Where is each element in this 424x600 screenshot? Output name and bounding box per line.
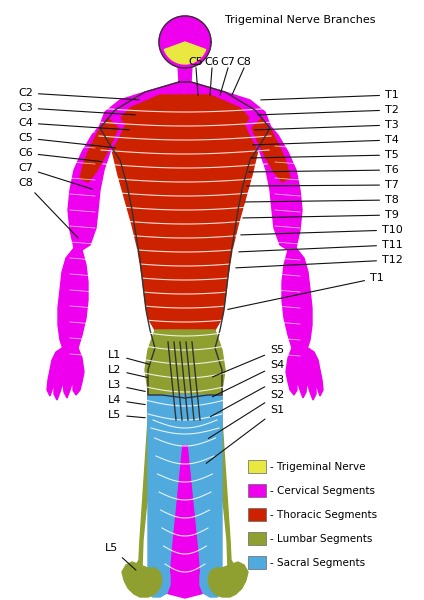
Text: C6: C6	[205, 57, 219, 67]
Polygon shape	[80, 118, 118, 182]
Text: T11: T11	[239, 240, 403, 252]
Polygon shape	[208, 562, 248, 597]
Text: T5: T5	[251, 150, 399, 160]
Text: T6: T6	[249, 165, 399, 175]
Bar	[248, 556, 266, 569]
Text: C7: C7	[220, 57, 235, 67]
Text: T9: T9	[243, 210, 399, 220]
Bar	[248, 460, 266, 473]
Text: C7: C7	[18, 163, 92, 189]
Polygon shape	[143, 568, 170, 597]
Polygon shape	[100, 82, 270, 598]
Polygon shape	[200, 568, 227, 597]
Text: L2: L2	[108, 365, 147, 377]
Polygon shape	[185, 395, 222, 592]
Polygon shape	[246, 115, 302, 250]
Text: - Sacral Segments: - Sacral Segments	[270, 557, 365, 568]
Text: S5: S5	[212, 345, 284, 377]
Text: T2: T2	[258, 105, 399, 115]
Text: Trigeminal Nerve Branches: Trigeminal Nerve Branches	[225, 15, 375, 25]
Text: T8: T8	[245, 195, 399, 205]
Text: T10: T10	[241, 225, 403, 235]
Polygon shape	[122, 562, 162, 597]
Text: C8: C8	[237, 57, 251, 67]
Polygon shape	[145, 330, 225, 430]
Polygon shape	[58, 248, 88, 355]
Text: S4: S4	[212, 360, 284, 397]
Text: S3: S3	[210, 375, 284, 416]
Wedge shape	[165, 42, 206, 64]
Polygon shape	[112, 95, 258, 345]
Text: L4: L4	[108, 395, 145, 405]
Text: C6: C6	[18, 148, 102, 161]
Text: T1: T1	[261, 90, 399, 100]
Text: C3: C3	[18, 103, 135, 115]
Text: L5: L5	[105, 543, 136, 570]
Text: T7: T7	[247, 180, 399, 190]
Text: T4: T4	[253, 135, 399, 145]
Polygon shape	[286, 348, 323, 400]
Text: L3: L3	[108, 380, 145, 391]
Polygon shape	[148, 395, 185, 592]
Bar	[248, 484, 266, 497]
Polygon shape	[47, 348, 84, 400]
Text: - Cervical Segments: - Cervical Segments	[270, 485, 375, 496]
Text: - Thoracic Segments: - Thoracic Segments	[270, 509, 377, 520]
Text: S2: S2	[208, 390, 284, 439]
Bar	[248, 532, 266, 545]
Polygon shape	[252, 118, 290, 182]
Text: C8: C8	[18, 178, 78, 238]
Text: - Lumbar Segments: - Lumbar Segments	[270, 533, 372, 544]
Polygon shape	[160, 395, 210, 445]
Circle shape	[159, 16, 211, 68]
Polygon shape	[208, 390, 246, 592]
Text: S1: S1	[206, 405, 284, 463]
Polygon shape	[282, 248, 312, 355]
Text: L1: L1	[108, 350, 149, 364]
Text: C5: C5	[18, 133, 115, 148]
Polygon shape	[68, 115, 124, 250]
Text: T12: T12	[236, 255, 403, 268]
Text: T1: T1	[228, 273, 384, 310]
Text: L5: L5	[108, 410, 145, 420]
Text: C5: C5	[189, 57, 204, 67]
Text: C4: C4	[18, 118, 129, 130]
Polygon shape	[124, 390, 162, 592]
Polygon shape	[178, 66, 192, 82]
Text: - Trigeminal Nerve: - Trigeminal Nerve	[270, 461, 365, 472]
Text: C2: C2	[18, 88, 139, 100]
Text: T3: T3	[255, 120, 399, 130]
Bar	[248, 508, 266, 521]
